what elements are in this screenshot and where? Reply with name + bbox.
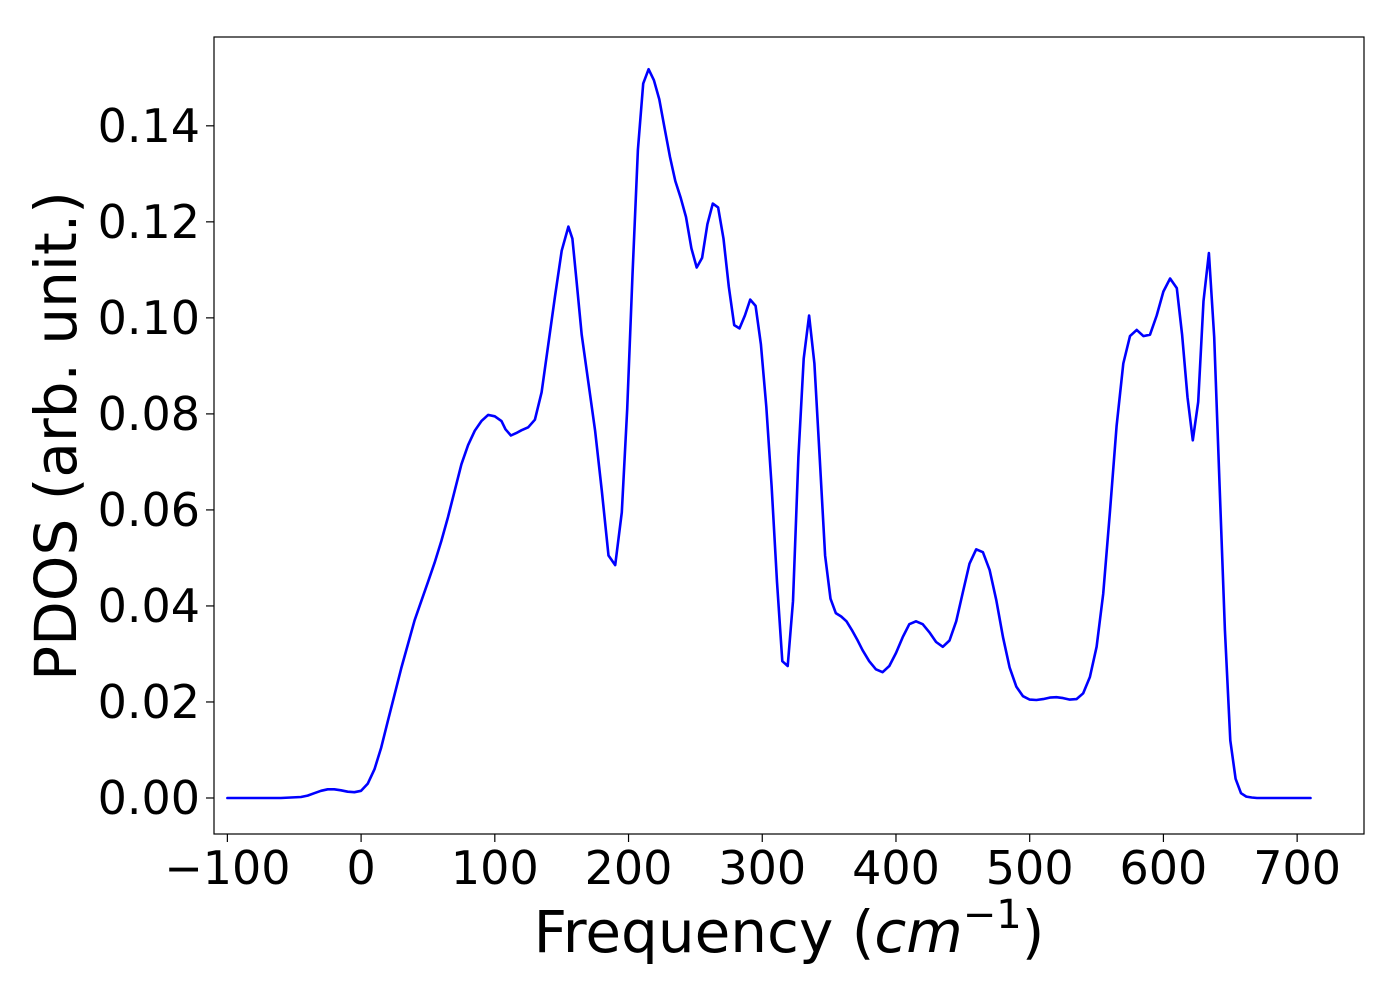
- x-axis-label-unit: cm: [874, 898, 962, 966]
- x-tick-label: 100: [451, 841, 539, 895]
- x-axis-label-prefix: Frequency (: [534, 898, 875, 966]
- x-tick-label: 400: [852, 841, 940, 895]
- y-tick-label: 0.08: [98, 387, 200, 441]
- x-tick-label: 600: [1120, 841, 1208, 895]
- y-tick-label: 0.10: [98, 291, 200, 345]
- x-axis-label: Frequency (cm−1): [534, 892, 1045, 966]
- y-tick-label: 0.14: [98, 99, 200, 153]
- y-tick-label: 0.06: [98, 483, 200, 537]
- x-tick-label: 300: [718, 841, 806, 895]
- x-tick-label: 700: [1253, 841, 1341, 895]
- y-tick-label: 0.00: [98, 771, 200, 825]
- plot-area-background: [214, 37, 1364, 834]
- x-tick-label: −100: [164, 841, 290, 895]
- x-axis-label-suffix: ): [1022, 898, 1045, 966]
- plot-frame: [213, 36, 1365, 835]
- x-axis-label-exponent: −1: [963, 892, 1022, 938]
- y-tick-label: 0.02: [98, 675, 200, 729]
- x-tick-label: 500: [986, 841, 1074, 895]
- y-axis-ticks: 0.00 0.02 0.04 0.06 0.08 0.10 0.12 0.14: [98, 99, 214, 825]
- pdos-series-line: [226, 67, 1312, 800]
- y-tick-label: 0.12: [98, 195, 200, 249]
- x-axis-ticks: −100 0 100 200 300 400 500 600 700: [164, 834, 1341, 895]
- x-tick-label: 0: [346, 841, 375, 895]
- y-axis-label: PDOS (arb. unit.): [22, 191, 90, 681]
- y-tick-label: 0.04: [98, 579, 200, 633]
- x-tick-label: 200: [585, 841, 673, 895]
